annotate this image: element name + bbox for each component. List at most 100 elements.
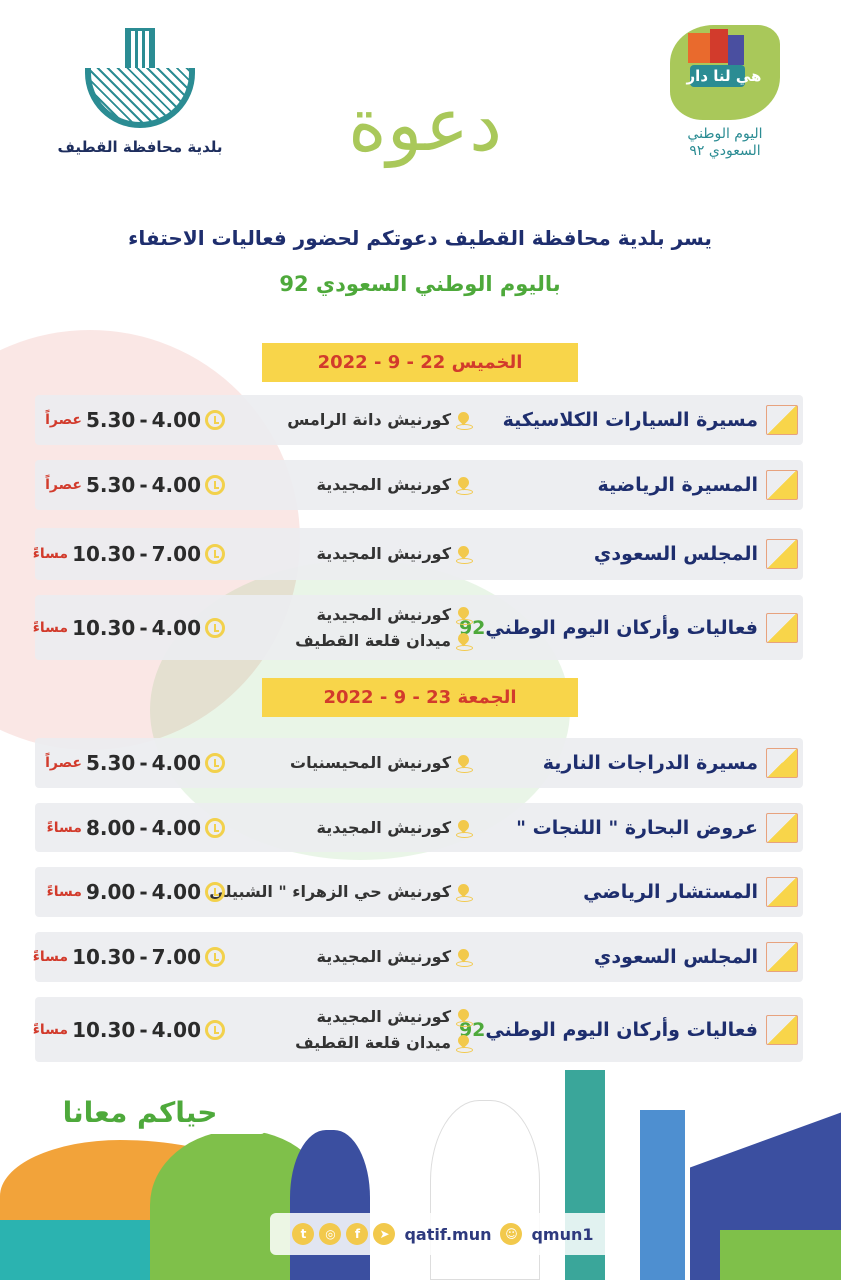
location-text: كورنيش المجيدية [316, 1006, 451, 1026]
start-time: 4.00 [151, 473, 201, 497]
event-title: مسيرة السيارات الكلاسيكية [502, 409, 758, 431]
time-period: عصراً [45, 755, 82, 771]
snapchat-handle[interactable]: qmun1 [531, 1224, 594, 1244]
event-title: مسيرة الدراجات النارية [542, 752, 758, 774]
time-period: مساءً [46, 884, 82, 900]
saudi-map-icon: هي لنا دار [670, 25, 780, 120]
end-time: 5.30 [85, 408, 136, 432]
event-row: فعاليات وأركان اليوم الوطني92 كورنيش الم… [33, 595, 803, 660]
clock-icon [205, 617, 225, 638]
event-title: المجلس السعودي [593, 543, 758, 565]
location-pin-icon [456, 607, 473, 625]
qatif-municipality-logo: بلدية محافظة القطيف [40, 28, 240, 156]
facebook-icon[interactable]: f [346, 1223, 369, 1245]
telegram-icon[interactable]: ➤ [373, 1223, 396, 1245]
classic-car-icon [766, 405, 798, 435]
event-row: عروض البحارة " اللنجات " كورنيش المجيدية… [35, 803, 803, 852]
event-locations: كورنيش المجيدية ميدان قلعة القطيف [295, 1004, 473, 1056]
social-handle[interactable]: qatif.mun [404, 1224, 492, 1244]
end-time: 10.30 [72, 945, 136, 969]
event-time: 4.00-10.30 مساءً [33, 1018, 225, 1042]
start-time: 7.00 [151, 542, 201, 566]
time-period: عصراً [45, 412, 82, 428]
location-text: ميدان قلعة القطيف [295, 1032, 451, 1052]
time-period: مساءً [32, 546, 69, 562]
event-title: عروض البحارة " اللنجات " [516, 816, 758, 839]
event-row: المسيرة الرياضية كورنيش المجيدية 4.00-5.… [35, 460, 803, 510]
event-time: 4.00-10.30 مساءً [33, 616, 225, 640]
event-locations: كورنيش المحيسنيات [290, 750, 473, 776]
booth-icon [766, 612, 798, 643]
event-location: كورنيش المجيدية [295, 1004, 473, 1030]
event-locations: كورنيش المجيدية [316, 472, 473, 498]
location-pin-icon [456, 949, 473, 967]
time-period: عصراً [45, 477, 82, 493]
date-banner: الخميس 22 - 9 - 2022 [262, 343, 578, 382]
location-pin-icon [456, 1035, 473, 1053]
clock-icon [205, 475, 225, 495]
time-separator: - [139, 473, 148, 497]
invitation-calligraphy: دعوة [347, 82, 503, 168]
location-text: كورنيش المجيدية [316, 817, 451, 837]
booth-icon [766, 1014, 798, 1045]
location-pin-icon [456, 755, 473, 773]
event-location: ميدان قلعة القطيف [295, 628, 473, 654]
tent-icon [766, 942, 798, 972]
time-separator: - [139, 815, 148, 840]
event-row: المجلس السعودي كورنيش المجيدية 7.00-10.3… [33, 932, 803, 982]
start-time: 4.00 [151, 751, 201, 775]
time-separator: - [139, 945, 148, 969]
location-text: كورنيش المحيسنيات [290, 753, 451, 772]
event-location: ميدان قلعة القطيف [295, 1030, 473, 1056]
twitter-icon[interactable]: t [292, 1223, 315, 1245]
time-separator: - [139, 1017, 148, 1042]
start-time: 7.00 [151, 945, 201, 969]
tent-icon [766, 539, 798, 569]
location-text: كورنيش المجيدية [316, 604, 451, 624]
location-text: كورنيش المجيدية [316, 475, 451, 494]
event-row: المستشار الرياضي كورنيش حي الزهراء " الش… [35, 867, 803, 917]
national-day-text: اليوم الوطني السعودي ٩٢ [687, 126, 763, 159]
location-pin-icon [456, 477, 473, 495]
boat-icon [766, 812, 798, 843]
event-time: 4.00-9.00 مساءً [47, 880, 225, 904]
end-time: 10.30 [72, 615, 136, 640]
social-media-bar: t ◎ f ➤ qatif.mun ☺ qmun1 [270, 1213, 620, 1255]
location-text: كورنيش حي الزهراء " الشبيلي [209, 882, 451, 901]
event-location: كورنيش حي الزهراء " الشبيلي [209, 879, 473, 905]
location-pin-icon [456, 884, 473, 902]
start-time: 4.00 [151, 408, 201, 432]
location-text: كورنيش المجيدية [316, 544, 451, 563]
runner-icon [766, 470, 798, 500]
time-separator: - [139, 751, 148, 775]
time-separator: - [139, 542, 148, 566]
end-time: 5.30 [85, 751, 136, 775]
municipality-name: بلدية محافظة القطيف [57, 138, 223, 156]
location-pin-icon [456, 546, 473, 564]
event-time: 7.00-10.30 مساءً [33, 945, 225, 969]
time-period: مساءً [32, 619, 69, 636]
event-location: كورنيش المحيسنيات [290, 750, 473, 776]
location-text: كورنيش المجيدية [316, 947, 451, 966]
time-separator: - [139, 880, 148, 904]
time-separator: - [139, 615, 148, 640]
event-title: المسيرة الرياضية [597, 474, 759, 496]
time-period: مساءً [46, 819, 82, 836]
intro-line-1: يسر بلدية محافظة القطيف دعوتكم لحضور فعا… [128, 226, 712, 250]
clock-icon [205, 410, 225, 430]
end-time: 9.00 [85, 880, 136, 904]
motorcycle-icon [766, 748, 798, 778]
event-location: كورنيش المجيدية [316, 541, 473, 567]
event-time: 4.00-8.00 مساءً [47, 816, 225, 840]
welcome-slogan: حياكم معانا [15, 1092, 265, 1134]
clock-icon [205, 1019, 225, 1040]
time-period: مساءً [32, 949, 69, 965]
instagram-icon[interactable]: ◎ [319, 1223, 342, 1245]
snapchat-icon[interactable]: ☺ [500, 1223, 523, 1245]
intro-line-2: باليوم الوطني السعودي 92 [279, 272, 561, 296]
event-title: فعاليات وأركان اليوم الوطني92 [458, 616, 758, 639]
clock-icon [205, 882, 225, 902]
municipality-emblem-icon [85, 28, 195, 128]
event-locations: كورنيش حي الزهراء " الشبيلي [209, 879, 473, 905]
end-time: 8.00 [85, 815, 136, 840]
